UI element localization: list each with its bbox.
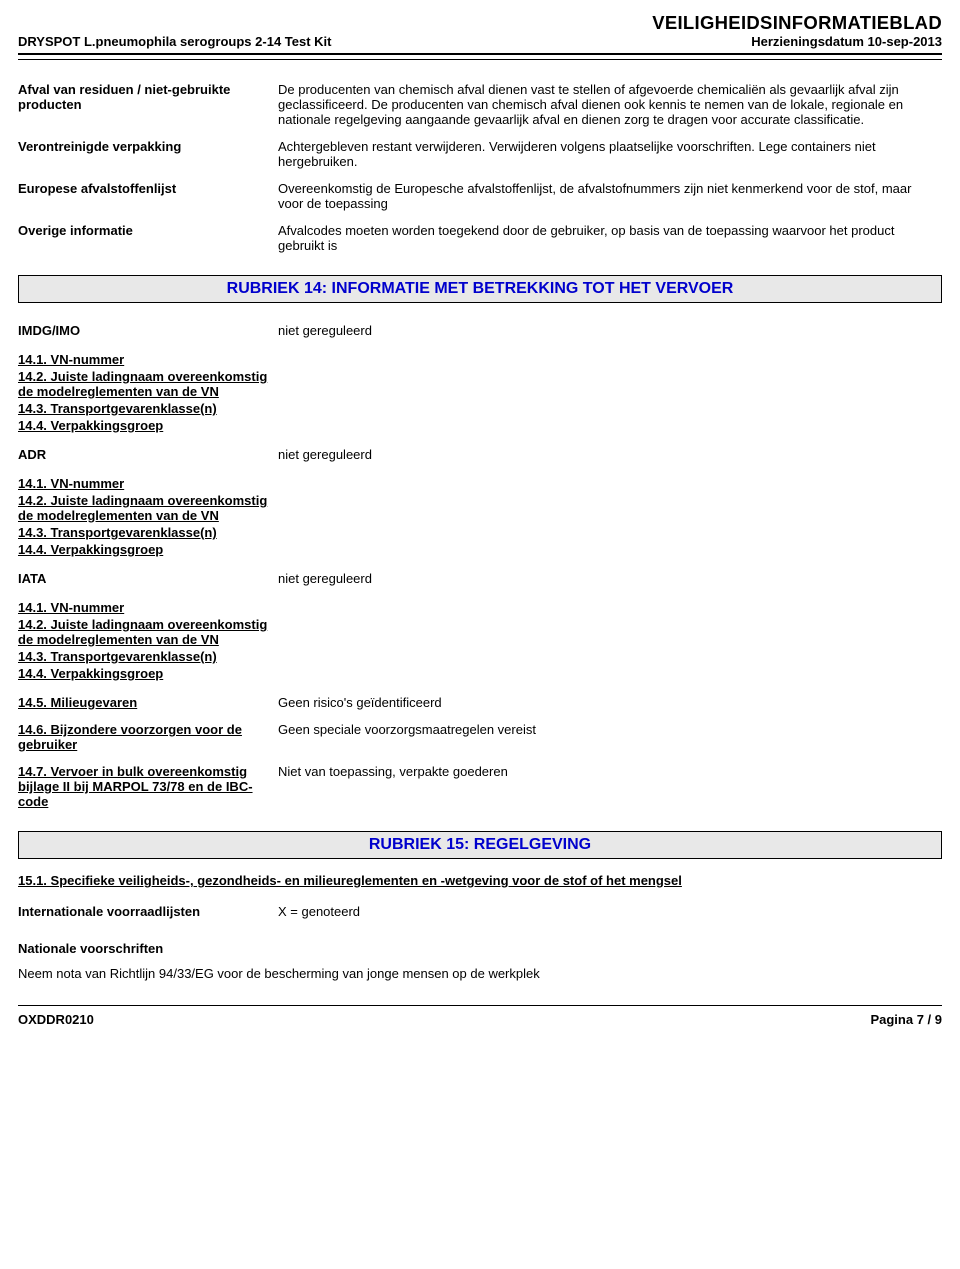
table-row: 14.6. Bijzondere voorzorgen voor de gebr… bbox=[18, 716, 942, 758]
row-value: De producenten van chemisch afval dienen… bbox=[278, 76, 942, 133]
row-label: Internationale voorraadlijsten bbox=[18, 898, 278, 925]
mode-label: IMDG/IMO bbox=[18, 317, 278, 344]
table-row: Europese afvalstoffenlijst Overeenkomsti… bbox=[18, 175, 942, 217]
item-14-2: 14.2. Juiste ladingnaam overeenkomstig d… bbox=[18, 369, 272, 399]
table-row: 14.1. VN-nummer 14.2. Juiste ladingnaam … bbox=[18, 344, 942, 441]
table-row: 14.1. VN-nummer 14.2. Juiste ladingnaam … bbox=[18, 592, 942, 689]
items-block: 14.1. VN-nummer 14.2. Juiste ladingnaam … bbox=[18, 468, 278, 565]
transport-table: IMDG/IMO niet gereguleerd 14.1. VN-numme… bbox=[18, 317, 942, 815]
mode-label: ADR bbox=[18, 441, 278, 468]
footer-code: OXDDR0210 bbox=[18, 1012, 94, 1027]
item-14-2: 14.2. Juiste ladingnaam overeenkomstig d… bbox=[18, 617, 272, 647]
table-row: 14.5. Milieugevaren Geen risico's geïden… bbox=[18, 689, 942, 716]
table-row: Overige informatie Afvalcodes moeten wor… bbox=[18, 217, 942, 259]
item-14-1: 14.1. VN-nummer bbox=[18, 600, 272, 615]
items-block: 14.1. VN-nummer 14.2. Juiste ladingnaam … bbox=[18, 592, 278, 689]
revision-label: Herzieningsdatum bbox=[751, 34, 864, 49]
row-label: Verontreinigde verpakking bbox=[18, 133, 278, 175]
table-row: 14.1. VN-nummer 14.2. Juiste ladingnaam … bbox=[18, 468, 942, 565]
regulation-table: Internationale voorraadlijsten X = genot… bbox=[18, 898, 942, 925]
row-value: Geen speciale voorzorgsmaatregelen verei… bbox=[278, 716, 942, 758]
page-footer: OXDDR0210 Pagina 7 / 9 bbox=[18, 1012, 942, 1027]
item-14-2: 14.2. Juiste ladingnaam overeenkomstig d… bbox=[18, 493, 272, 523]
row-value: X = genoteerd bbox=[278, 898, 942, 925]
table-row: Internationale voorraadlijsten X = genot… bbox=[18, 898, 942, 925]
empty-cell bbox=[278, 468, 942, 565]
divider bbox=[18, 53, 942, 55]
table-row: 14.7. Vervoer in bulk overeenkomstig bij… bbox=[18, 758, 942, 815]
empty-cell bbox=[278, 344, 942, 441]
table-row: IATA niet gereguleerd bbox=[18, 565, 942, 592]
table-row: IMDG/IMO niet gereguleerd bbox=[18, 317, 942, 344]
divider bbox=[18, 1005, 942, 1006]
row-value: Niet van toepassing, verpakte goederen bbox=[278, 758, 942, 815]
disposal-table: Afval van residuen / niet-gebruikte prod… bbox=[18, 76, 942, 259]
national-regulations-label: Nationale voorschriften bbox=[18, 941, 942, 956]
divider bbox=[18, 59, 942, 60]
row-label: 14.5. Milieugevaren bbox=[18, 689, 278, 716]
directive-note: Neem nota van Richtlijn 94/33/EG voor de… bbox=[18, 966, 942, 981]
row-value: Overeenkomstig de Europesche afvalstoffe… bbox=[278, 175, 942, 217]
footer-page: Pagina 7 / 9 bbox=[870, 1012, 942, 1027]
header-right: VEILIGHEIDSINFORMATIEBLAD Herzieningsdat… bbox=[652, 12, 942, 49]
item-14-1: 14.1. VN-nummer bbox=[18, 476, 272, 491]
mode-value: niet gereguleerd bbox=[278, 565, 942, 592]
mode-label: IATA bbox=[18, 565, 278, 592]
table-row: Afval van residuen / niet-gebruikte prod… bbox=[18, 76, 942, 133]
row-value: Afvalcodes moeten worden toegekend door … bbox=[278, 217, 942, 259]
row-label: Afval van residuen / niet-gebruikte prod… bbox=[18, 76, 278, 133]
section-14-heading: RUBRIEK 14: INFORMATIE MET BETREKKING TO… bbox=[18, 275, 942, 303]
empty-cell bbox=[278, 592, 942, 689]
table-row: ADR niet gereguleerd bbox=[18, 441, 942, 468]
doc-title: VEILIGHEIDSINFORMATIEBLAD bbox=[652, 12, 942, 34]
item-14-3: 14.3. Transportgevarenklasse(n) bbox=[18, 525, 272, 540]
item-14-1: 14.1. VN-nummer bbox=[18, 352, 272, 367]
revision-date: Herzieningsdatum 10-sep-2013 bbox=[652, 34, 942, 49]
table-row: Verontreinigde verpakking Achtergebleven… bbox=[18, 133, 942, 175]
item-14-4: 14.4. Verpakkingsgroep bbox=[18, 542, 272, 557]
item-14-4: 14.4. Verpakkingsgroep bbox=[18, 666, 272, 681]
row-value: Geen risico's geïdentificeerd bbox=[278, 689, 942, 716]
item-14-4: 14.4. Verpakkingsgroep bbox=[18, 418, 272, 433]
mode-value: niet gereguleerd bbox=[278, 441, 942, 468]
row-label: 14.7. Vervoer in bulk overeenkomstig bij… bbox=[18, 758, 278, 815]
items-block: 14.1. VN-nummer 14.2. Juiste ladingnaam … bbox=[18, 344, 278, 441]
row-label: Europese afvalstoffenlijst bbox=[18, 175, 278, 217]
row-label: Overige informatie bbox=[18, 217, 278, 259]
row-value: Achtergebleven restant verwijderen. Verw… bbox=[278, 133, 942, 175]
item-14-3: 14.3. Transportgevarenklasse(n) bbox=[18, 649, 272, 664]
page-header: DRYSPOT L.pneumophila serogroups 2-14 Te… bbox=[18, 12, 942, 49]
mode-value: niet gereguleerd bbox=[278, 317, 942, 344]
item-14-3: 14.3. Transportgevarenklasse(n) bbox=[18, 401, 272, 416]
section-15-1-sub: 15.1. Specifieke veiligheids-, gezondhei… bbox=[18, 873, 942, 888]
section-15-heading: RUBRIEK 15: REGELGEVING bbox=[18, 831, 942, 859]
product-name: DRYSPOT L.pneumophila serogroups 2-14 Te… bbox=[18, 34, 332, 49]
row-label: 14.6. Bijzondere voorzorgen voor de gebr… bbox=[18, 716, 278, 758]
revision-value: 10-sep-2013 bbox=[868, 34, 942, 49]
